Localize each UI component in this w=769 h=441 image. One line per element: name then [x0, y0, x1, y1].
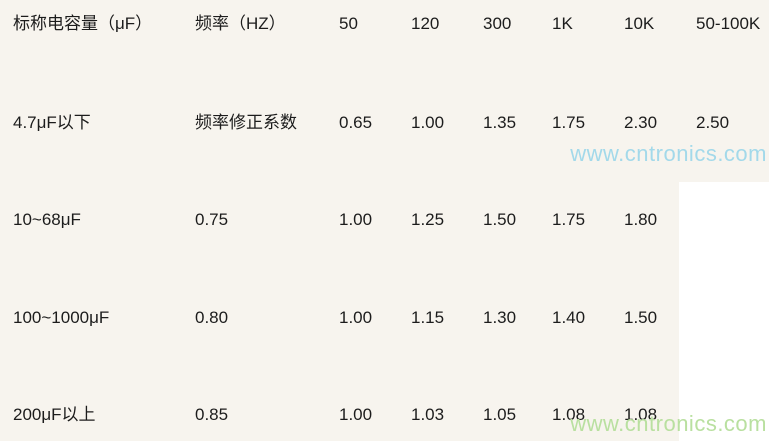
table-cell: 频率修正系数	[195, 113, 297, 132]
table-cell: 1.40	[552, 308, 586, 327]
table-cell: 1.15	[411, 308, 445, 327]
white-background-block	[679, 182, 769, 441]
table-cell: 1.50	[624, 308, 658, 327]
header-cell: 50-100K	[696, 14, 761, 33]
table-cell: 1.00	[339, 210, 373, 229]
table-cell: 200μF以上	[13, 405, 96, 424]
header-cell: 120	[411, 14, 440, 33]
table-cell: 1.03	[411, 405, 445, 424]
table-cell: 0.80	[195, 308, 229, 327]
watermark-middle: www.cntronics.com	[570, 141, 767, 166]
header-cell: 频率（HZ）	[195, 14, 286, 33]
table-cell: 1.00	[339, 308, 373, 327]
table-cell: 1.35	[483, 113, 517, 132]
table-cell: 1.05	[483, 405, 517, 424]
table-cell: 1.00	[411, 113, 445, 132]
table-cell: 0.75	[195, 210, 229, 229]
table-cell: 1.80	[624, 210, 658, 229]
table-cell: 10~68μF	[13, 210, 81, 229]
header-cell: 1K	[552, 14, 573, 33]
table-cell: 100~1000μF	[13, 308, 110, 327]
table-cell: 2.30	[624, 113, 658, 132]
table-cell: 1.25	[411, 210, 445, 229]
table-cell: 0.85	[195, 405, 229, 424]
header-cell: 标称电容量（μF）	[13, 14, 153, 33]
table-cell: 0.65	[339, 113, 373, 132]
table-cell: 2.50	[696, 113, 730, 132]
table-cell: 1.75	[552, 113, 586, 132]
table-cell: 1.08	[552, 405, 586, 424]
table-cell: 1.50	[483, 210, 517, 229]
table-cell: 4.7μF以下	[13, 113, 91, 132]
table-cell: 1.75	[552, 210, 586, 229]
header-cell: 300	[483, 14, 512, 33]
header-cell: 10K	[624, 14, 655, 33]
table-cell: 1.08	[624, 405, 658, 424]
table-cell: 1.00	[339, 405, 373, 424]
header-cell: 50	[339, 14, 358, 33]
watermark-bottom: www.cntronics.com	[570, 411, 767, 436]
table-cell: 1.30	[483, 308, 517, 327]
